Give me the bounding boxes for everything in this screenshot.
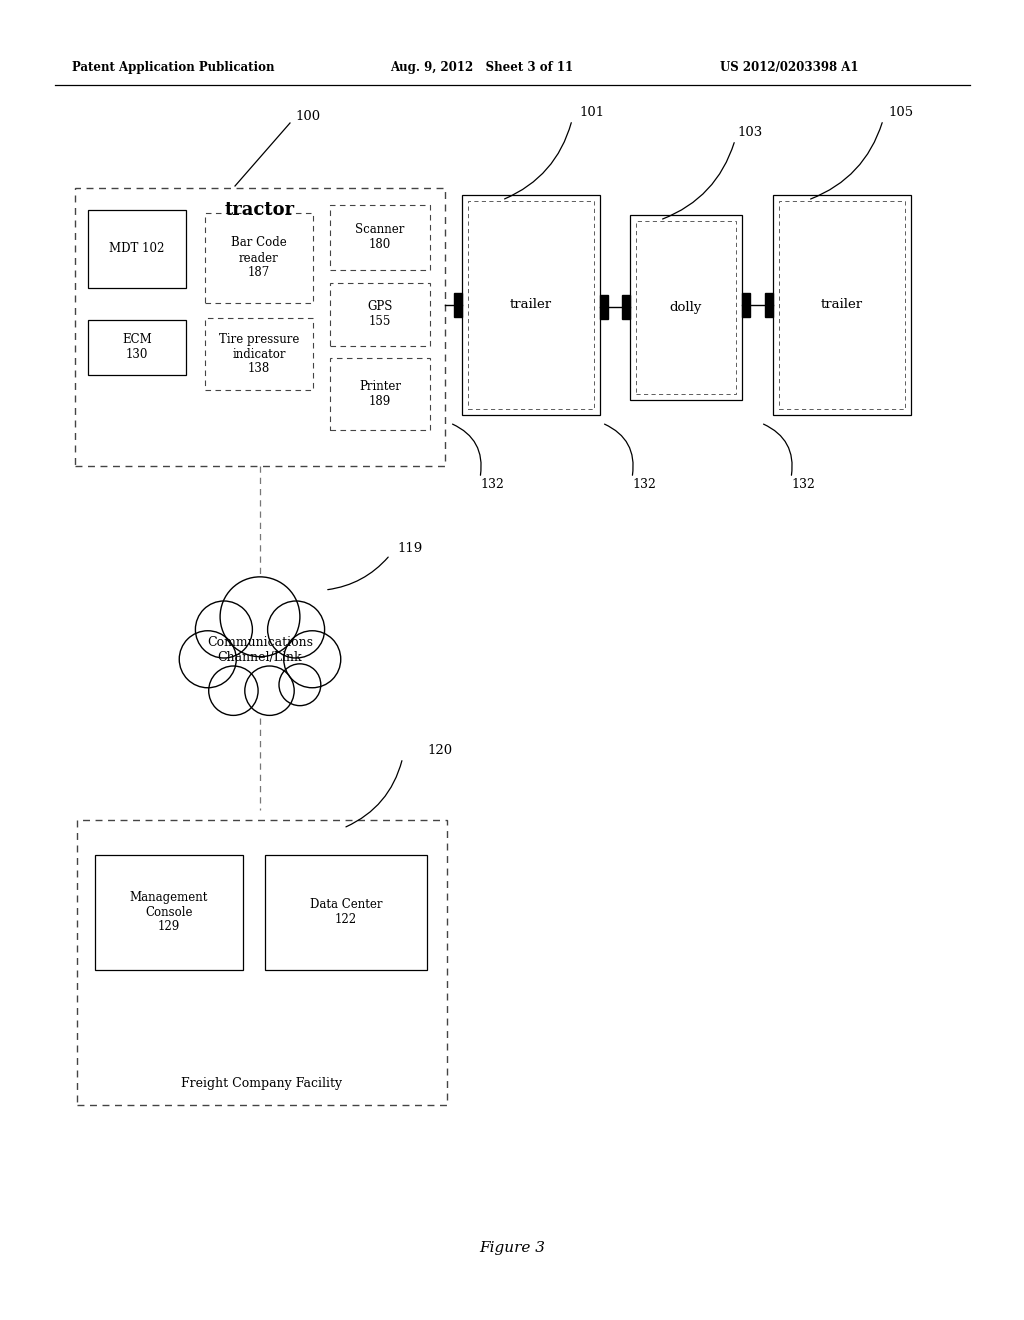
- Text: 120: 120: [427, 743, 453, 756]
- Bar: [630, 215, 742, 400]
- Circle shape: [284, 631, 341, 688]
- Text: 105: 105: [889, 107, 913, 120]
- Text: Data Center
122: Data Center 122: [309, 898, 382, 927]
- Text: 132: 132: [480, 479, 504, 491]
- Circle shape: [245, 667, 294, 715]
- Text: trailer: trailer: [510, 298, 552, 312]
- Text: 119: 119: [397, 541, 423, 554]
- Bar: [330, 282, 430, 346]
- Text: Patent Application Publication: Patent Application Publication: [72, 62, 274, 74]
- Text: GPS
155: GPS 155: [368, 300, 392, 327]
- Circle shape: [179, 631, 237, 688]
- Text: trailer: trailer: [821, 298, 863, 312]
- Text: ECM
130: ECM 130: [122, 333, 152, 360]
- Text: 100: 100: [296, 110, 321, 123]
- Text: 132: 132: [792, 479, 815, 491]
- Text: 132: 132: [632, 479, 656, 491]
- Bar: [88, 319, 186, 375]
- Bar: [468, 201, 594, 409]
- Text: Management
Console
129: Management Console 129: [130, 891, 208, 933]
- Bar: [265, 855, 427, 970]
- Bar: [330, 358, 430, 430]
- Text: Tire pressure
indicator
138: Tire pressure indicator 138: [219, 333, 299, 375]
- Bar: [773, 195, 911, 414]
- Circle shape: [267, 601, 325, 657]
- Text: 103: 103: [737, 127, 763, 140]
- Text: Bar Code
reader
187: Bar Code reader 187: [231, 236, 287, 280]
- Circle shape: [209, 667, 258, 715]
- Text: Freight Company Facility: Freight Company Facility: [181, 1077, 343, 1089]
- Text: MDT 102: MDT 102: [110, 243, 165, 256]
- Bar: [622, 294, 630, 319]
- Text: tractor: tractor: [225, 201, 295, 219]
- Text: 101: 101: [580, 107, 604, 120]
- Text: Communications
Channel/Link: Communications Channel/Link: [207, 636, 313, 664]
- Bar: [205, 213, 313, 304]
- Text: Aug. 9, 2012   Sheet 3 of 11: Aug. 9, 2012 Sheet 3 of 11: [390, 62, 573, 74]
- Circle shape: [220, 577, 300, 656]
- Text: Figure 3: Figure 3: [479, 1241, 545, 1255]
- Text: dolly: dolly: [670, 301, 702, 314]
- Circle shape: [279, 664, 321, 706]
- Bar: [205, 318, 313, 389]
- Text: Printer
189: Printer 189: [359, 380, 401, 408]
- Bar: [779, 201, 905, 409]
- Bar: [95, 855, 243, 970]
- Bar: [742, 293, 750, 317]
- Text: US 2012/0203398 A1: US 2012/0203398 A1: [720, 62, 858, 74]
- Text: Scanner
180: Scanner 180: [355, 223, 404, 251]
- Bar: [454, 293, 462, 317]
- Bar: [636, 220, 736, 393]
- Bar: [88, 210, 186, 288]
- Bar: [75, 187, 445, 466]
- Bar: [330, 205, 430, 271]
- Bar: [462, 195, 600, 414]
- Bar: [600, 294, 608, 319]
- Bar: [765, 293, 773, 317]
- Bar: [77, 820, 447, 1105]
- Circle shape: [196, 601, 252, 657]
